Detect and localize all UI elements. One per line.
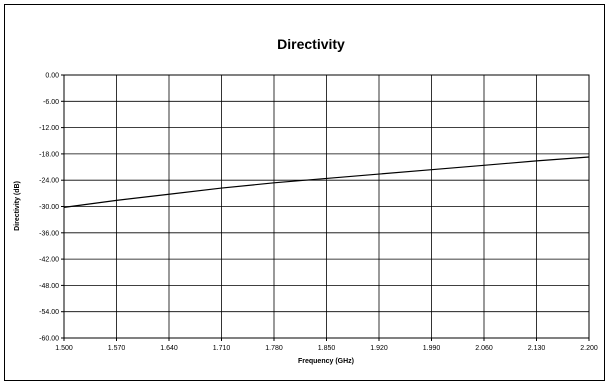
- x-tick-label: 1.640: [160, 345, 178, 352]
- y-axis-title: Directivity (dB): [14, 181, 21, 231]
- y-tick-label: -18.00: [39, 151, 59, 158]
- y-tick-label: 0.00: [45, 73, 59, 80]
- plot-area-border: [63, 74, 590, 339]
- x-tick-label: 1.990: [423, 345, 441, 352]
- x-tick-label: 2.200: [580, 345, 598, 352]
- x-axis-title: Frequency (GHz): [298, 358, 354, 365]
- x-tick-label: 1.850: [318, 345, 336, 352]
- x-tick-label: 1.920: [370, 345, 388, 352]
- y-tick-labels: 0.00 -6.00 -12.00 -18.00 -24.00 -30.00 -36.00 -…: [39, 73, 59, 343]
- x-tick-labels: 1.500 1.570 1.640 1.710 1.780 1.850 1.920 1.990…: [55, 345, 598, 352]
- x-tick-label: 1.710: [213, 345, 231, 352]
- y-tick-label: -24.00: [39, 178, 59, 185]
- x-tick-label: 1.570: [108, 345, 126, 352]
- y-tick-label: -12.00: [39, 125, 59, 132]
- y-tick-label: -48.00: [39, 283, 59, 290]
- chart-outer-frame: [4, 4, 605, 381]
- y-tick-label: -54.00: [39, 309, 59, 316]
- y-tick-label: -60.00: [39, 336, 59, 343]
- y-tick-label: -36.00: [39, 230, 59, 237]
- series-layer: [63, 156, 590, 208]
- y-tick-label: -30.00: [39, 204, 59, 211]
- x-tick-label: 1.780: [265, 345, 283, 352]
- x-tick-label: 2.060: [475, 345, 493, 352]
- grid-lines: [61, 74, 590, 341]
- y-tick-label: -6.00: [43, 99, 59, 106]
- x-tick-label: 1.500: [55, 345, 73, 352]
- y-tick-label: -42.00: [39, 257, 59, 264]
- series-line: [63, 156, 590, 208]
- chart-title: Directivity: [277, 36, 345, 52]
- x-tick-label: 2.130: [528, 345, 546, 352]
